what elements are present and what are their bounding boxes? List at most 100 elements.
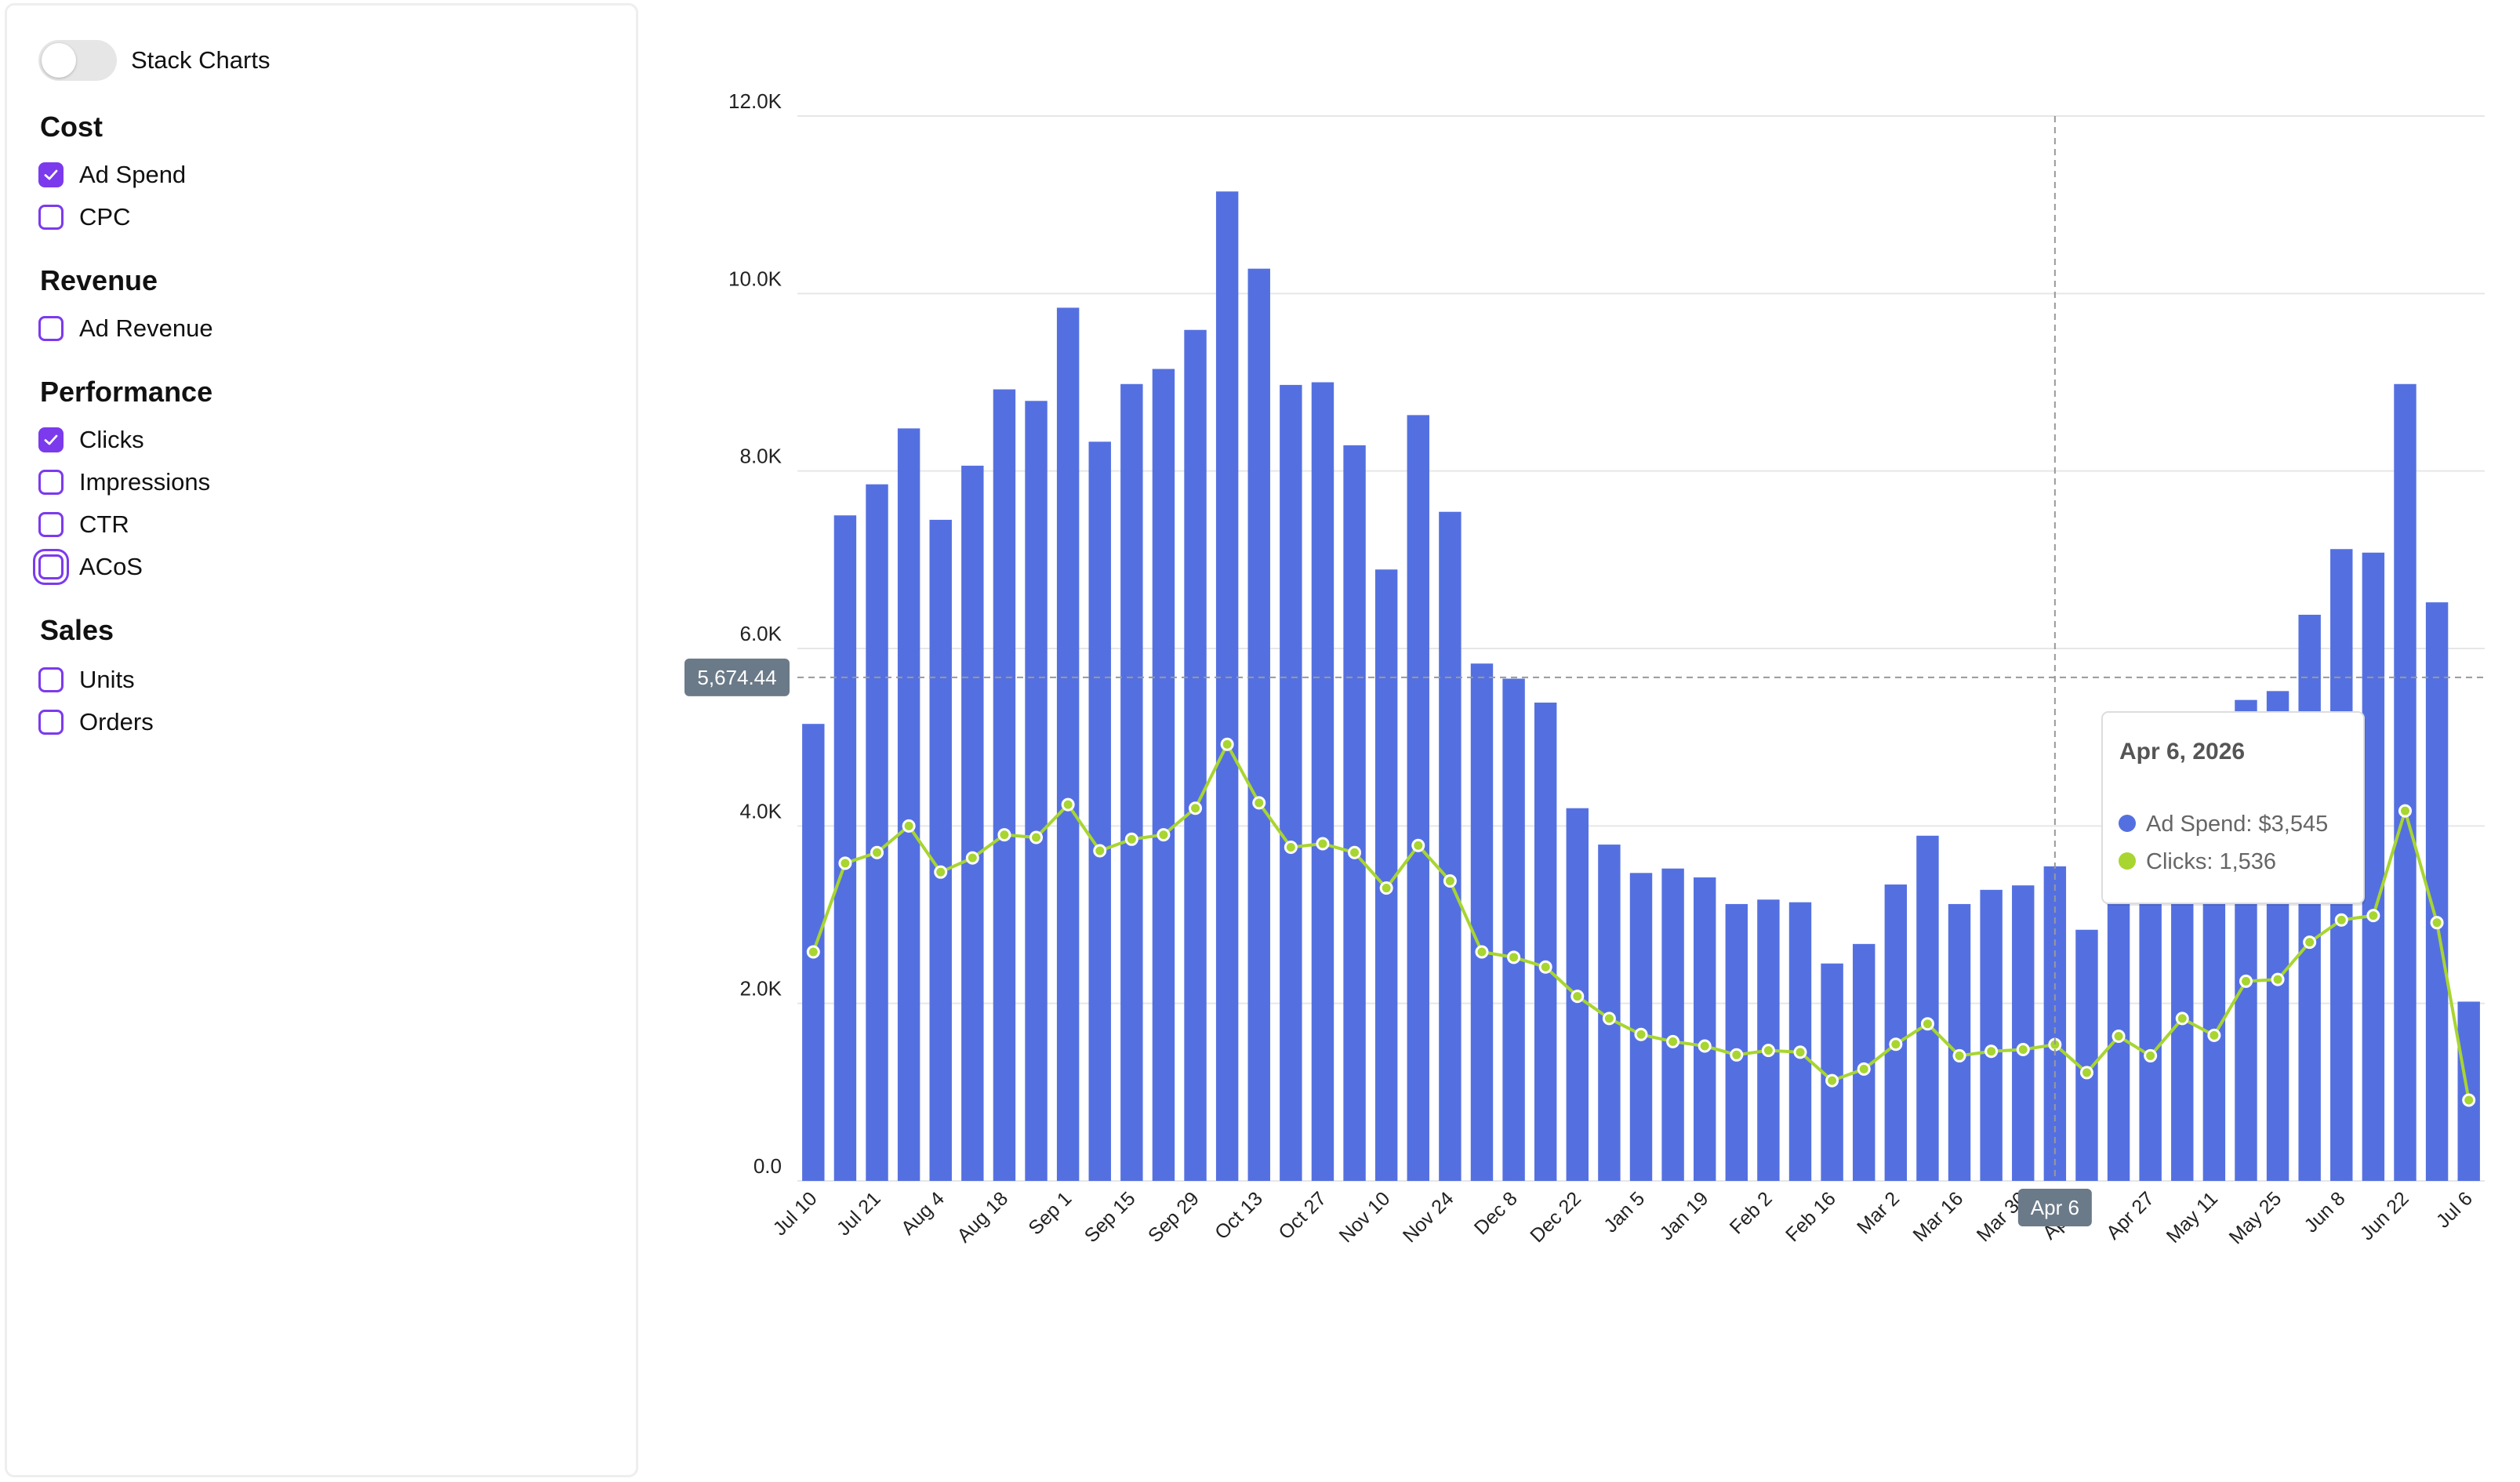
clicks-point — [2239, 974, 2253, 988]
stack-charts-row[interactable]: Stack Charts — [38, 40, 270, 81]
badge-text: 5,674.44 — [697, 666, 776, 689]
bar-ad-spend — [1088, 441, 1111, 1181]
x-tick-label: Nov 10 — [1335, 1187, 1395, 1247]
checkbox-label: CTR — [79, 510, 129, 538]
x-tick-label: Oct 27 — [1274, 1187, 1331, 1244]
bar-ad-spend — [929, 519, 952, 1181]
bar-ad-spend — [1948, 903, 1971, 1181]
bar-ad-spend — [2012, 885, 2035, 1181]
checkbox-units[interactable] — [38, 667, 64, 692]
bar-ad-spend — [1502, 678, 1525, 1181]
checkbox-cpc[interactable] — [38, 205, 64, 230]
x-tick-label: Aug 18 — [953, 1187, 1012, 1247]
clicks-point — [1507, 950, 1521, 964]
bar-ad-spend — [1311, 382, 1334, 1181]
clicks-point — [2271, 972, 2285, 986]
x-tick-label: Dec 8 — [1470, 1187, 1522, 1239]
checkbox-impressions[interactable] — [38, 470, 64, 495]
clicks-point — [1348, 845, 1362, 859]
bar-ad-spend — [1343, 445, 1366, 1181]
chart-controls-panel: Stack Charts Cost Ad Spend CPC Revenue A… — [5, 3, 638, 1477]
bar-ad-spend — [2075, 929, 2098, 1181]
y-tick-label: 0.0 — [753, 1154, 782, 1178]
y-tick-label: 4.0K — [740, 799, 783, 823]
bar-ad-spend — [1120, 383, 1143, 1182]
checkbox-label: CPC — [79, 203, 131, 231]
checkbox-label: Units — [79, 666, 135, 693]
bar-ad-spend — [1407, 415, 1429, 1181]
x-tick-label: Jun 22 — [2356, 1187, 2413, 1244]
stack-charts-label: Stack Charts — [131, 46, 271, 74]
badge-text: Apr 6 — [2031, 1196, 2079, 1219]
x-tick-label: Sep 29 — [1144, 1187, 1204, 1247]
toggle-knob — [42, 43, 76, 78]
checkbox-ad-revenue[interactable] — [38, 316, 64, 341]
clicks-point — [1730, 1048, 1744, 1062]
x-tick-label: Jun 8 — [2300, 1187, 2349, 1237]
checkbox-row-orders[interactable]: Orders — [38, 706, 154, 738]
tooltip-box — [2101, 711, 2365, 904]
clicks-point — [2016, 1043, 2030, 1057]
checkbox-row-impressions[interactable]: Impressions — [38, 467, 210, 498]
check-icon — [44, 434, 58, 445]
bar-ad-spend — [1439, 511, 1462, 1181]
x-tick-label: Jan 5 — [1600, 1187, 1649, 1237]
checkbox-row-ad-revenue[interactable]: Ad Revenue — [38, 313, 213, 344]
clicks-point — [1857, 1062, 1871, 1076]
bar-ad-spend — [993, 389, 1016, 1181]
y-tick-label: 2.0K — [740, 977, 783, 1001]
checkbox-row-acos[interactable]: ACoS — [38, 551, 143, 583]
bar-ad-spend — [866, 484, 888, 1181]
tooltip-line: Ad Spend: $3,545 — [2146, 812, 2328, 837]
x-tick-label: Mar 16 — [1908, 1187, 1967, 1246]
checkbox-label: Impressions — [79, 468, 211, 496]
x-tick-label: Oct 13 — [1211, 1187, 1267, 1244]
clicks-point — [806, 945, 820, 959]
bar-ad-spend — [1661, 868, 1684, 1181]
checkbox-label: Orders — [79, 708, 154, 736]
checkbox-row-ad-spend[interactable]: Ad Spend — [38, 159, 186, 191]
bar-ad-spend — [1247, 268, 1270, 1181]
checkbox-row-cpc[interactable]: CPC — [38, 202, 130, 233]
clicks-point — [2079, 1066, 2093, 1080]
stack-charts-toggle[interactable] — [38, 40, 117, 81]
bar-ad-spend — [833, 515, 857, 1181]
clicks-point — [1825, 1073, 1839, 1088]
x-tick-label: Feb 2 — [1726, 1187, 1777, 1238]
group-title-revenue: Revenue — [40, 264, 158, 296]
bar-ad-spend — [2107, 870, 2130, 1181]
tooltip-marker — [2119, 852, 2136, 870]
bar-ad-spend — [961, 465, 984, 1181]
bar-ad-spend — [1056, 307, 1080, 1182]
group-title-cost: Cost — [40, 111, 103, 143]
bar-ad-spend — [1980, 889, 2003, 1181]
checkbox-ctr[interactable] — [38, 512, 64, 537]
clicks-point — [1952, 1048, 1966, 1062]
clicks-point — [1793, 1045, 1807, 1059]
checkbox-row-clicks[interactable]: Clicks — [38, 424, 144, 456]
clicks-point — [2462, 1093, 2476, 1107]
y-tick-label: 8.0K — [740, 445, 783, 468]
checkbox-acos[interactable] — [38, 554, 64, 579]
clicks-point — [902, 819, 916, 833]
y-tick-label: 10.0K — [728, 267, 783, 290]
checkbox-clicks[interactable] — [38, 427, 64, 452]
x-tick-label: Sep 15 — [1080, 1187, 1140, 1247]
bar-ad-spend — [1470, 663, 1494, 1181]
checkbox-ad-spend[interactable] — [38, 162, 64, 187]
x-tick-label: Dec 22 — [1526, 1187, 1585, 1247]
clicks-point — [2366, 909, 2380, 923]
bar-ad-spend — [2394, 383, 2417, 1182]
clicks-point — [2111, 1030, 2126, 1044]
clicks-point — [1666, 1034, 1680, 1048]
checkbox-row-units[interactable]: Units — [38, 664, 135, 696]
clicks-point — [1252, 796, 1266, 810]
checkbox-orders[interactable] — [38, 710, 64, 735]
checkbox-row-ctr[interactable]: CTR — [38, 509, 129, 540]
bar-ad-spend — [1916, 835, 1939, 1181]
checkbox-label: Ad Spend — [79, 161, 187, 188]
badge-bg — [2017, 1189, 2092, 1226]
bar-ad-spend — [2202, 870, 2226, 1181]
clicks-point — [1220, 737, 1234, 751]
